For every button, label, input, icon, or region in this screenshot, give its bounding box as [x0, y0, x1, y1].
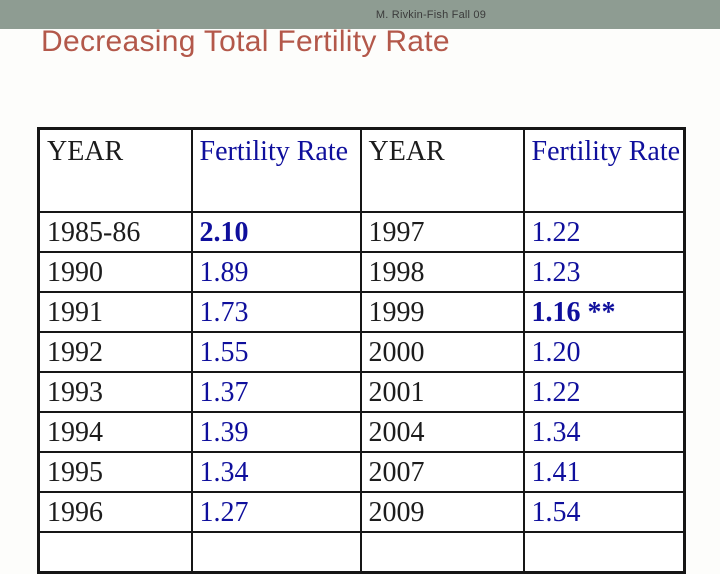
year-cell: 2007: [359, 451, 525, 493]
rate-cell: 1.34: [522, 411, 686, 453]
table-row: 1994 1.39 2004 1.34: [37, 411, 686, 453]
rate-cell: 1.39: [190, 411, 362, 453]
year-cell: 1991: [37, 291, 193, 333]
year-cell: 2009: [359, 491, 525, 533]
rate-cell: 1.89: [190, 251, 362, 293]
year-cell: 2001: [359, 371, 525, 413]
year-cell: 1998: [359, 251, 525, 293]
table-row: 1993 1.37 2001 1.22: [37, 371, 686, 413]
table-row: 1995 1.34 2007 1.41: [37, 451, 686, 493]
rate-cell: 1.73: [190, 291, 362, 333]
col-header-rate-right: Fertility Rate: [522, 127, 686, 213]
table-row: 1991 1.73 1999 1.16 **: [37, 291, 686, 333]
year-cell: 1999: [359, 291, 525, 333]
col-header-year-right: YEAR: [359, 127, 525, 213]
year-cell: 1994: [37, 411, 193, 453]
year-cell: 2000: [359, 331, 525, 373]
rate-cell: 1.23: [522, 251, 686, 293]
year-cell: 1996: [37, 491, 193, 533]
col-header-rate-left: Fertility Rate: [190, 127, 362, 213]
table-header-row: YEAR Fertility Rate YEAR Fertility Rate: [37, 127, 686, 213]
rate-cell: 1.20: [522, 331, 686, 373]
rate-cell: 1.22: [522, 371, 686, 413]
page-title: Decreasing Total Fertility Rate: [41, 25, 450, 58]
fertility-rate-table: YEAR Fertility Rate YEAR Fertility Rate …: [37, 127, 686, 574]
table-row-clipped: [37, 531, 686, 574]
table-row: 1996 1.27 2009 1.54: [37, 491, 686, 533]
slide-header-bar: M. Rivkin-Fish Fall 09: [0, 0, 720, 29]
year-cell: 1992: [37, 331, 193, 373]
rate-cell: 1.16 **: [522, 291, 686, 333]
rate-cell: 1.41: [522, 451, 686, 493]
rate-cell: 1.54: [522, 491, 686, 533]
table-row: 1992 1.55 2000 1.20: [37, 331, 686, 373]
year-cell: 1985-86: [37, 211, 193, 253]
year-cell: 1990: [37, 251, 193, 293]
rate-cell: 1.34: [190, 451, 362, 493]
rate-cell: 2.10: [190, 211, 362, 253]
year-cell: 1995: [37, 451, 193, 493]
header-credit-text: M. Rivkin-Fish Fall 09: [375, 8, 487, 21]
col-header-year-left: YEAR: [37, 127, 193, 213]
rate-cell: 1.27: [190, 491, 362, 533]
year-cell: 1997: [359, 211, 525, 253]
table-row: 1985-86 2.10 1997 1.22: [37, 211, 686, 253]
rate-cell: 1.22: [522, 211, 686, 253]
table-row: 1990 1.89 1998 1.23: [37, 251, 686, 293]
rate-cell: 1.37: [190, 371, 362, 413]
year-cell: 1993: [37, 371, 193, 413]
rate-cell: 1.55: [190, 331, 362, 373]
year-cell: 2004: [359, 411, 525, 453]
